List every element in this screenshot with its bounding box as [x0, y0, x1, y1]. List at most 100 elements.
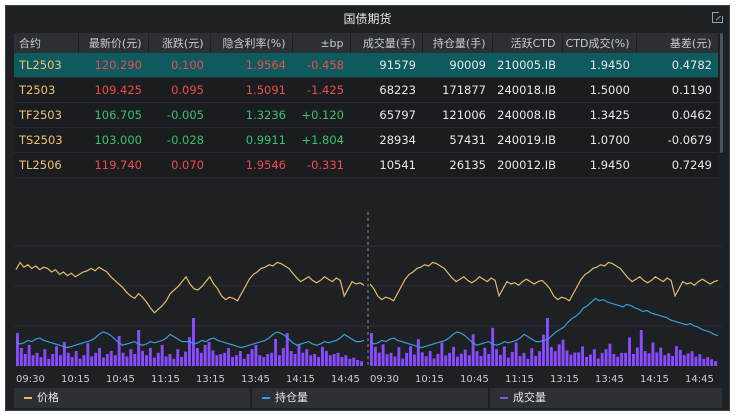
volume-bar [608, 343, 612, 366]
col-header[interactable]: 合约 [14, 33, 79, 53]
volume-bar [35, 352, 39, 366]
x-tick-label: 14:15 [286, 374, 315, 385]
volume-bar [710, 359, 714, 366]
cell-oi: 90009 [422, 53, 492, 78]
volume-bar [180, 357, 184, 366]
volume-bar [499, 354, 502, 366]
volume-bar [448, 352, 452, 366]
volume-bar [254, 345, 258, 366]
volume-bar [285, 333, 289, 366]
volume-bar [133, 354, 137, 366]
col-header[interactable]: CTD成交(%) [562, 33, 637, 53]
volume-bar [502, 346, 506, 366]
volume-bar [289, 351, 293, 366]
cell-ctd_pct: 1.0700 [562, 127, 636, 153]
volume-bar [129, 349, 133, 366]
price-swatch-icon [24, 397, 32, 399]
x-tick-label: 13:45 [595, 374, 624, 385]
volume-bar [336, 352, 340, 366]
col-header[interactable]: 持仓量(手) [422, 33, 493, 53]
volume-bar [352, 357, 356, 366]
volume-bar [293, 354, 297, 366]
volume-bar [117, 336, 121, 366]
volume-bar [332, 354, 336, 366]
cell-volume: 28934 [350, 127, 422, 153]
volume-bar [573, 352, 577, 366]
volume-bar [188, 337, 191, 366]
cell-volume: 91579 [350, 53, 422, 78]
volume-bar [487, 354, 491, 366]
volume-bar [675, 346, 678, 366]
volume-bar [373, 346, 377, 366]
col-header[interactable]: 基差(元) [636, 33, 719, 53]
volume-bar [160, 345, 164, 366]
volume-bar [301, 352, 305, 366]
col-header[interactable]: ±bp [292, 33, 351, 53]
cell-symbol: TL2506 [14, 152, 78, 178]
cell-price: 106.705 [78, 102, 148, 128]
col-header[interactable]: 成交量(手) [350, 33, 423, 53]
x-tick-label: 14:15 [640, 374, 669, 385]
x-tick-label: 09:30 [370, 374, 399, 385]
volume-bar [526, 358, 530, 366]
legend-price[interactable]: 价格 [14, 388, 250, 408]
volume-bar [659, 347, 663, 366]
volume-bar [90, 356, 94, 366]
cell-basis: -0.0679 [636, 127, 718, 153]
volume-bar [27, 345, 31, 366]
volume-bar [651, 342, 655, 366]
table-row[interactable]: TL2506 119.740 0.070 1.9546 -0.331 10541 26135… [14, 152, 718, 178]
table-row[interactable]: T2503 109.425 0.095 1.5091 -1.425 68223 171877… [14, 77, 718, 103]
volume-bar [86, 343, 90, 366]
volume-bar [148, 348, 152, 366]
table-scrollbar[interactable] [720, 33, 723, 153]
volume-bar [235, 355, 238, 366]
volume-bar [624, 352, 628, 366]
volume-bar [596, 358, 600, 366]
volume-bar [125, 356, 129, 366]
col-header[interactable]: 涨跌(元) [148, 33, 211, 53]
volume-bar [47, 358, 51, 366]
volume-bar [242, 358, 246, 366]
volume-bar [82, 355, 86, 366]
volume-bar [600, 352, 604, 366]
col-header[interactable]: 最新价(元) [78, 33, 149, 53]
volume-bar [385, 354, 389, 366]
volume-bar [231, 357, 234, 366]
cell-symbol: TF2503 [14, 102, 78, 128]
volume-bar [164, 356, 168, 366]
legend-volume-label: 成交量 [513, 391, 546, 404]
legend-oi[interactable]: 持仓量 [252, 388, 488, 408]
volume-bar [561, 339, 565, 366]
table-row[interactable]: TL2503 120.290 0.100 1.9564 -0.458 91579 90009… [14, 53, 718, 78]
volume-bar [667, 353, 671, 366]
volume-bar [604, 349, 608, 366]
volume-bar [612, 353, 616, 366]
volume-bar [238, 351, 242, 366]
col-header[interactable]: 隐含利率(%) [210, 33, 293, 53]
price-line [369, 261, 719, 302]
popout-icon[interactable] [712, 11, 724, 23]
volume-bar [702, 358, 706, 366]
volume-bar [663, 355, 667, 366]
volume-bar [321, 346, 324, 366]
volume-bar [70, 357, 74, 366]
col-header[interactable]: 活跃CTD [492, 33, 563, 53]
volume-bar [168, 354, 172, 366]
volume-bar [137, 330, 141, 366]
table-row[interactable]: TF2503 106.705 -0.005 1.3236 +0.120 65797 1210… [14, 102, 718, 128]
volume-bar [344, 355, 348, 366]
cell-ctd: 240019.IB [492, 127, 562, 153]
cell-bp: -0.331 [292, 152, 350, 178]
volume-bar [258, 355, 262, 366]
cell-oi: 171877 [422, 77, 492, 103]
volume-bar [581, 346, 584, 366]
x-tick-label: 13:15 [196, 374, 225, 385]
legend-volume[interactable]: 成交量 [490, 388, 722, 408]
x-tick-label: 10:15 [61, 374, 90, 385]
table-row[interactable]: TS2503 103.000 -0.028 0.9911 +1.804 28934 5743… [14, 127, 718, 153]
volume-bar [381, 344, 385, 366]
volume-bar [370, 333, 373, 366]
volume-bar [98, 348, 101, 366]
cell-price: 119.740 [78, 152, 148, 178]
